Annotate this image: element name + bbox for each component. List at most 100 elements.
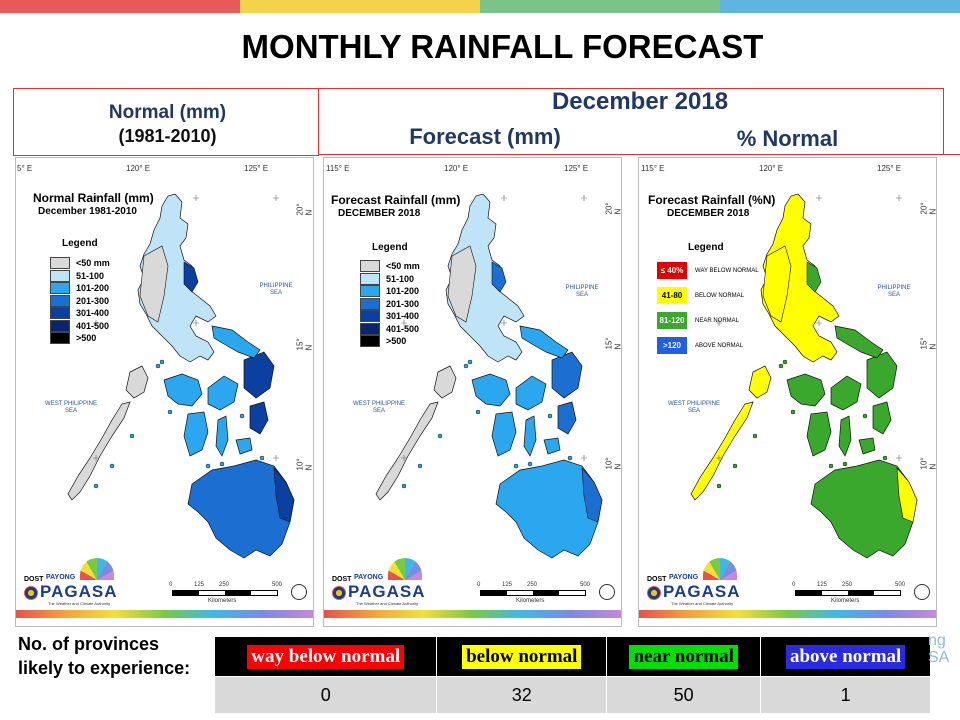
graticule-mark <box>896 195 902 201</box>
graticule-mark <box>273 455 279 461</box>
scale-tick: 500 <box>272 582 283 588</box>
graticule-mark <box>896 455 902 461</box>
province-shape <box>806 261 822 293</box>
graticule-mark <box>401 195 407 201</box>
islet-shape <box>167 409 173 415</box>
rainbow-strip <box>324 610 621 618</box>
graticule-mark <box>716 195 722 201</box>
graticule-mark <box>581 195 587 201</box>
province-shape <box>557 401 577 435</box>
sea-label-west: WEST PHILIPPINE SEA <box>45 401 97 414</box>
umbrella-icon <box>703 558 737 580</box>
islet-shape <box>239 413 245 419</box>
legend-swatch: >120 <box>657 337 687 354</box>
graticule-mark <box>501 320 507 326</box>
province-shape <box>375 401 439 501</box>
header-box-forecast <box>318 88 944 155</box>
legend-item: >120 ABOVE NORMAL <box>657 337 743 354</box>
province-shape <box>183 261 199 293</box>
brand-tagline: The Weather and Climate Authority <box>356 601 419 606</box>
graticule-mark <box>401 320 407 326</box>
lon-label: 120° E <box>444 164 469 173</box>
legend-swatch <box>360 260 380 272</box>
scale-tick: 250 <box>527 582 538 588</box>
province-shape <box>543 437 561 455</box>
count-near: 50 <box>606 676 762 714</box>
graticule-mark <box>716 455 722 461</box>
lat-label: 20° N <box>295 203 314 216</box>
payong-label: PAYONG <box>46 574 76 581</box>
province-shape <box>838 415 852 457</box>
category-cell: below normal <box>436 636 608 677</box>
map-panel-normal: Normal Rainfall (mm) December 1981-2010 … <box>15 157 314 627</box>
pagasa-label: PAGASA <box>663 582 741 601</box>
lat-label: 15° N <box>295 338 314 351</box>
dost-label: DOST <box>332 576 352 583</box>
lat-label: 20° N <box>919 202 937 215</box>
legend-item: 81-120 NEAR NORMAL <box>657 312 739 329</box>
umbrella-icon <box>388 558 422 580</box>
header-pct-normal: % Normal <box>736 126 839 151</box>
islet-shape <box>513 463 519 469</box>
scale-tick: 0 <box>792 582 796 588</box>
map-title: Forecast Rainfall (%N) <box>648 193 776 207</box>
legend-label: <50 mm <box>386 261 420 271</box>
pagasa-logo-icon <box>24 586 38 600</box>
legend-swatch <box>360 297 380 310</box>
north-arrow-icon <box>291 584 307 600</box>
lat-label: 10° N <box>604 457 622 470</box>
province-shape <box>243 351 275 399</box>
legend-swatch <box>360 285 380 297</box>
lat-label: 10° N <box>295 458 314 471</box>
sea-label-philippine: PHILIPPINE SEA <box>877 285 911 298</box>
header-month: December 2018 <box>551 88 729 115</box>
graticule-mark <box>501 195 507 201</box>
legend-swatch <box>50 282 70 294</box>
province-shape <box>447 245 477 323</box>
lat-label: 10° N <box>919 457 937 470</box>
scale-unit: Kilometers <box>516 598 545 604</box>
province-shape <box>690 401 754 501</box>
scale-tick: 0 <box>169 582 173 588</box>
header-normal: Normal (mm) <box>108 102 227 123</box>
legend-item: 201-300 <box>50 294 109 307</box>
sea-label-west: WEST PHILIPPINE SEA <box>668 401 720 414</box>
legend-item: 41-80 BELOW NORMAL <box>657 287 744 304</box>
header-forecast: Forecast (mm) <box>409 124 561 149</box>
islet-shape <box>716 483 722 489</box>
legend-label: 51-100 <box>76 270 105 281</box>
legend-item: <50 mm <box>50 257 110 269</box>
islet-shape <box>782 359 788 365</box>
dost-label: DOST <box>647 576 667 583</box>
islet-shape <box>778 363 784 369</box>
islands-group <box>67 193 295 559</box>
pagasa-logo-icon <box>332 586 346 600</box>
scale-tick: 500 <box>895 582 906 588</box>
islet-shape <box>475 409 481 415</box>
scale-tick: 125 <box>817 582 828 588</box>
legend-item: 301-400 <box>360 310 419 322</box>
map-subtitle: DECEMBER 2018 <box>667 208 750 219</box>
legend-swatch <box>50 332 70 344</box>
province-shape <box>215 415 229 457</box>
legend-label: 201-300 <box>386 298 420 309</box>
legend-label: >500 <box>386 336 407 346</box>
legend-item: 101-200 <box>360 285 419 297</box>
graticule-mark <box>193 195 199 201</box>
strip-red <box>0 0 240 13</box>
legend-swatch <box>50 269 70 282</box>
province-shape <box>515 375 547 411</box>
islet-shape <box>790 409 796 415</box>
legend-title: Legend <box>372 242 408 253</box>
brand-tagline: The Weather and Climate Authority <box>671 601 734 606</box>
payong-label: PAYONG <box>354 574 384 581</box>
category-row: way below normal below normal near norma… <box>213 636 931 677</box>
legend-item: 51-100 <box>50 269 105 282</box>
provinces-question: No. of provinces likely to experience: <box>18 634 191 678</box>
legend-label: BELOW NORMAL <box>695 292 745 299</box>
map-title: Forecast Rainfall (mm) <box>331 193 461 207</box>
legend-label: NEAR NORMAL <box>695 317 740 324</box>
scale-bar <box>480 590 586 596</box>
province-shape <box>748 365 772 399</box>
islet-shape <box>842 461 848 467</box>
